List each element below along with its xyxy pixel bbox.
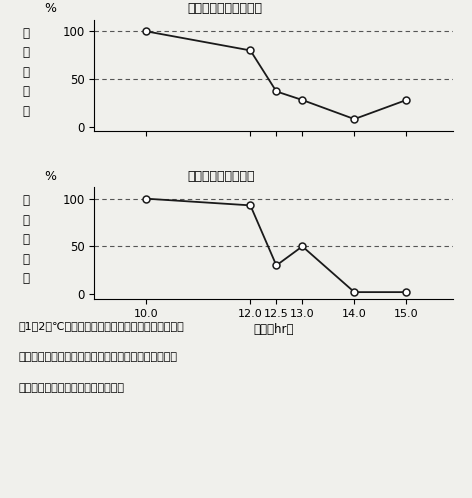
- Text: 率: 率: [23, 105, 30, 118]
- Text: 個: 個: [23, 233, 30, 246]
- X-axis label: 明期（hr）: 明期（hr）: [253, 323, 294, 336]
- Text: 体: 体: [23, 252, 30, 266]
- Text: %: %: [44, 170, 56, 183]
- Text: コヒメハナカメムシ: コヒメハナカメムシ: [188, 170, 255, 183]
- Text: 図1　2２℃の各日長条件で卵から成虫まで飼育した: 図1 2２℃の各日長条件で卵から成虫まで飼育した: [19, 321, 185, 331]
- Text: ナミヒメハナカメムシ: ナミヒメハナカメムシ: [188, 2, 262, 15]
- Text: 休: 休: [23, 194, 30, 207]
- Text: 眠: 眠: [23, 214, 30, 227]
- Text: 休: 休: [23, 27, 30, 40]
- Text: %: %: [44, 2, 56, 15]
- Text: ナミヒメハナカメムシとコヒメハナカメムシ雌（いず: ナミヒメハナカメムシとコヒメハナカメムシ雌（いず: [19, 352, 178, 362]
- Text: 個: 個: [23, 66, 30, 79]
- Text: 体: 体: [23, 85, 30, 99]
- Text: 率: 率: [23, 272, 30, 285]
- Text: 眠: 眠: [23, 46, 30, 59]
- Text: れも久留米市産）の生殖休眠個体率: れも久留米市産）の生殖休眠個体率: [19, 383, 125, 393]
